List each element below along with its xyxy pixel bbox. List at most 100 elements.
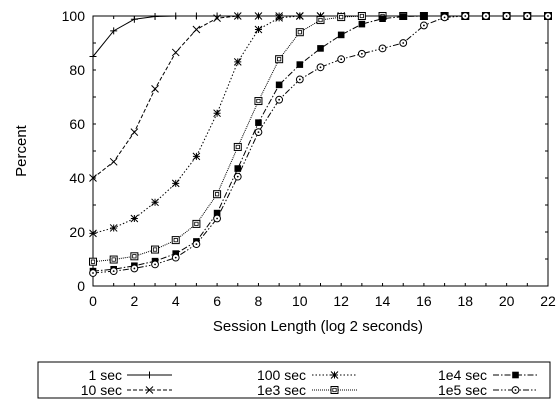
y-tick-label: 80 [69,62,85,78]
series-10-sec [89,12,552,182]
data-point [357,12,366,20]
data-point [130,214,139,223]
x-tick-label: 4 [172,293,180,309]
x-tick-label: 6 [213,293,221,309]
data-point [275,95,284,104]
data-point [233,58,242,66]
legend-item: 100 sec [257,367,357,383]
data-point [109,267,118,276]
legend-label: 1e3 sec [257,382,306,398]
data-point [89,229,97,238]
data-point [295,75,304,84]
data-point [172,12,180,20]
x-tick-label: 16 [416,293,432,309]
data-point [130,128,139,136]
data-point [420,12,428,20]
data-point [213,209,221,217]
legend-item: 1e5 sec [438,382,538,398]
legend-label: 100 sec [257,367,306,383]
data-point [317,45,324,52]
y-tick-label: 20 [69,224,85,240]
data-point [130,252,139,261]
data-point [89,53,97,60]
data-point [275,14,283,22]
data-point [151,245,160,254]
data-point [523,12,532,20]
x-tick-label: 20 [499,293,515,309]
data-point [192,25,201,34]
legend-item: 1e3 sec [257,382,357,398]
data-point [502,12,511,20]
y-tick-label: 60 [69,116,85,132]
data-point [482,12,490,20]
data-point [89,174,97,182]
data-point [357,49,366,58]
data-point [254,128,263,137]
x-axis-label: Session Length (log 2 seconds) [213,318,423,335]
x-tick-label: 12 [333,293,349,309]
data-point [213,214,221,223]
data-point [151,13,159,21]
data-point [151,85,159,93]
legend-marker [511,386,520,394]
y-tick-label: 100 [62,8,86,24]
data-point [109,255,118,264]
data-point [420,21,428,30]
data-point [192,152,201,161]
legend-label: 1e4 sec [438,367,487,383]
legend-box [37,361,551,399]
data-point [151,260,159,269]
data-point [254,25,263,34]
legend-label: 10 sec [81,382,122,398]
data-point [213,109,221,118]
data-point [130,264,139,273]
legend-item: 10 sec [81,382,172,398]
data-point [171,48,180,57]
data-point [295,28,304,37]
data-point [234,165,242,172]
data-point [233,12,242,20]
y-axis-label: Percent [13,124,30,177]
x-tick-label: 2 [130,293,138,309]
series-1e4-sec [89,12,552,275]
data-point [316,63,325,72]
x-tick-label: 18 [457,293,473,309]
data-point [337,55,346,64]
data-point [440,13,449,22]
data-point [544,12,552,20]
data-point [337,13,346,22]
data-point [172,250,180,257]
data-point [275,55,284,64]
data-point [171,236,180,245]
x-tick-label: 0 [89,293,97,309]
y-tick-label: 40 [69,170,85,186]
y-tick-label: 0 [77,278,85,294]
data-point [213,190,222,199]
legend-marker [330,386,339,394]
data-point [192,219,201,228]
data-point [358,20,366,28]
data-point [109,224,118,232]
data-point [399,39,408,47]
data-point [316,16,325,25]
data-point [233,142,242,151]
legend-label: 1 sec [89,367,122,383]
data-point [337,31,345,39]
series-line [92,15,548,179]
data-point [213,14,221,23]
data-point [192,240,201,249]
x-tick-label: 8 [255,293,263,309]
legend-item: 1 sec [89,367,172,383]
legend-label: 1e5 sec [438,382,487,398]
legend-marker [145,386,154,394]
data-point [110,27,118,35]
series-line [92,15,548,274]
legend-marker [512,371,519,379]
x-tick-label: 14 [375,293,391,309]
series-1e5-sec [89,12,552,277]
data-point [295,12,304,20]
data-point [275,81,283,89]
data-point [89,269,97,277]
